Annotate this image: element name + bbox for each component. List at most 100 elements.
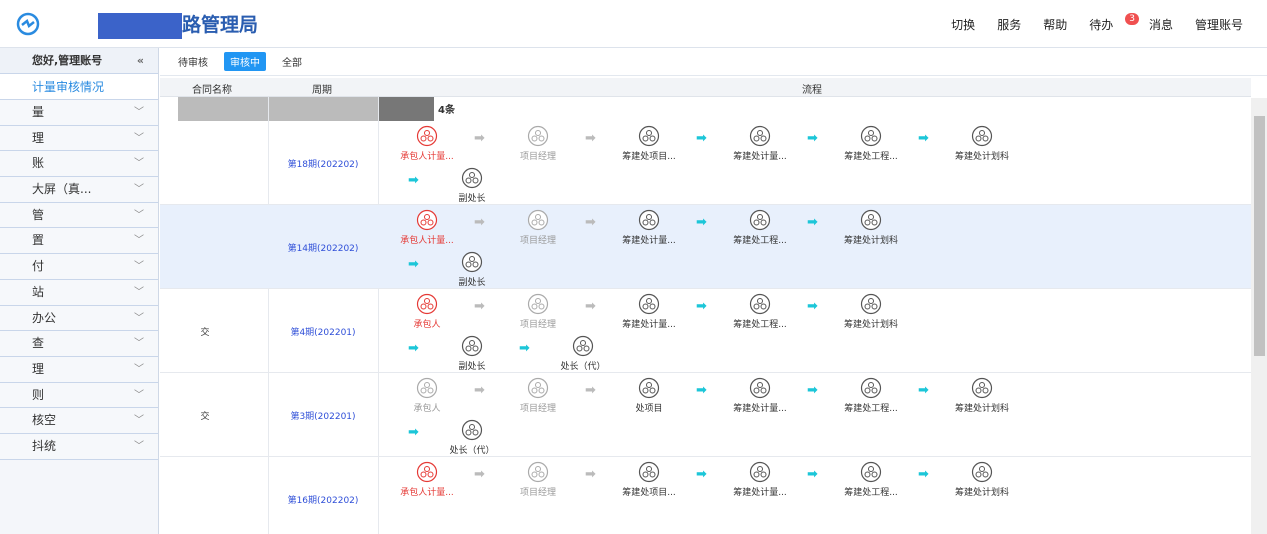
- node-label: 处长（代）: [560, 362, 606, 372]
- flow-node: 筹建处计量...: [607, 209, 691, 246]
- period: 第14期(202202): [287, 244, 359, 254]
- menu-item[interactable]: 查 ﹀: [0, 331, 158, 357]
- menu-item[interactable]: 账 ﹀: [0, 151, 158, 178]
- node-label: 筹建处工程...: [844, 404, 898, 414]
- arrow: ➡: [807, 467, 818, 482]
- node-label: 项目经理: [519, 488, 556, 498]
- node-icon: [461, 167, 483, 189]
- menu-label: 抖统: [32, 438, 57, 453]
- greeting: 您好,管理账号 «: [0, 48, 158, 74]
- node-icon: [416, 209, 438, 231]
- node-icon: [749, 461, 771, 483]
- menu-item[interactable]: 则 ﹀: [0, 382, 158, 409]
- arrow: ➡: [474, 299, 485, 314]
- node-label: 项目经理: [519, 404, 556, 414]
- node-icon: [860, 461, 882, 483]
- nav: 切换 服务 帮助 待办 3 消息 管理账号: [951, 13, 1243, 33]
- nav-item[interactable]: 服务: [997, 18, 1022, 32]
- menu-item[interactable]: 办公 ﹀: [0, 305, 158, 332]
- nav-item[interactable]: 消息: [1148, 18, 1173, 32]
- table-row[interactable]: 第18期(202202) 承包人计量... ➡ 项目经理 ➡ 筹建处项目... ➡ 筹建处计量…: [160, 121, 1251, 205]
- node-icon: [416, 461, 438, 483]
- flow-node: 承包人计量...: [385, 461, 469, 498]
- flow-node: 处项目: [607, 377, 691, 414]
- node-label: 副处长: [458, 362, 486, 372]
- flow-node: 副处长: [430, 167, 514, 204]
- flow-node: 副处长: [430, 251, 514, 288]
- chevron: ﹀: [134, 338, 144, 350]
- node-icon: [527, 209, 549, 231]
- node-icon: [416, 377, 438, 399]
- menu-item[interactable]: 置 ﹀: [0, 228, 158, 255]
- menu-label: 量: [32, 105, 45, 119]
- nav-item[interactable]: 帮助: [1043, 18, 1068, 32]
- node-icon: [572, 335, 594, 357]
- flow-node: 筹建处计量...: [718, 377, 802, 414]
- flow-node: 筹建处工程...: [718, 209, 802, 246]
- arrow: ➡: [696, 131, 707, 146]
- table-row[interactable]: 第16期(202202) 承包人计量... ➡ 项目经理 ➡ 筹建处项目... ➡ 筹建处计量…: [160, 457, 1251, 534]
- node-label: 副处长: [458, 194, 486, 204]
- tab[interactable]: 全部: [282, 58, 302, 69]
- flow-node: 筹建处工程...: [718, 293, 802, 330]
- menu-item[interactable]: 量 ﹀: [0, 100, 158, 126]
- arrow: ➡: [918, 383, 929, 398]
- menu-item[interactable]: 理 ﹀: [0, 125, 158, 152]
- chevron: ﹀: [134, 209, 144, 221]
- flow-node: 筹建处工程...: [829, 377, 913, 414]
- nav-item[interactable]: 管理账号: [1194, 18, 1243, 32]
- menu-label: 账: [32, 156, 45, 171]
- node-icon: [527, 125, 549, 147]
- title-text: 路管理局: [182, 14, 259, 36]
- flow-node: 项目经理: [496, 125, 580, 162]
- nav-item[interactable]: 切换: [951, 18, 976, 32]
- arrow: ➡: [585, 383, 596, 398]
- count: 4条: [438, 105, 455, 116]
- nav-item[interactable]: 待办 3: [1089, 13, 1139, 33]
- node-label: 筹建处项目...: [622, 488, 676, 498]
- flow-node: 承包人计量...: [385, 209, 469, 246]
- menu-item[interactable]: 理 ﹀: [0, 356, 158, 383]
- node-label: 筹建处计划科: [954, 488, 1009, 498]
- flow-node: 筹建处计划科: [829, 293, 913, 330]
- node-label: 副处长: [458, 278, 486, 288]
- chevron: ﹀: [134, 261, 144, 273]
- table-row[interactable]: 交 第4期(202201) 承包人 ➡ 项目经理 ➡ 筹建处计量... ➡ 筹建处工程... ➡ 筹…: [160, 289, 1251, 373]
- menu-item[interactable]: 抖统 ﹀: [0, 433, 158, 460]
- tab[interactable]: 待审核: [178, 58, 208, 69]
- node-icon: [971, 377, 993, 399]
- logo: [16, 12, 40, 36]
- node-icon: [527, 293, 549, 315]
- tab[interactable]: 审核中: [224, 52, 266, 71]
- chevron: ﹀: [134, 312, 144, 324]
- chevron: ﹀: [134, 286, 144, 298]
- scrollbar[interactable]: [1251, 98, 1267, 534]
- arrow: ➡: [918, 131, 929, 146]
- menu-item[interactable]: 站 ﹀: [0, 279, 158, 306]
- menu-item[interactable]: 付 ﹀: [0, 254, 158, 280]
- app-title: 路管理局: [98, 10, 258, 39]
- menu-item[interactable]: 大屏（真... ﹀: [0, 177, 158, 203]
- node-icon: [971, 461, 993, 483]
- node-label: 处项目: [635, 404, 663, 414]
- flow-node: 项目经理: [496, 377, 580, 414]
- redacted: [178, 97, 378, 121]
- menu-item[interactable]: 核空 ﹀: [0, 408, 158, 434]
- menu-item[interactable]: 管 ﹀: [0, 202, 158, 229]
- arrow: ➡: [696, 215, 707, 230]
- col-line: [378, 97, 379, 534]
- chevron: ﹀: [134, 107, 144, 118]
- node-label: 筹建处计量...: [733, 488, 787, 498]
- table-row[interactable]: 交 第3期(202201) 承包人 ➡ 项目经理 ➡ 处项目 ➡ 筹建处计量... ➡ 筹建处工程.…: [160, 373, 1251, 457]
- table-row[interactable]: 第14期(202202) 承包人计量... ➡ 项目经理 ➡ 筹建处计量... ➡ 筹建处工程…: [160, 205, 1251, 289]
- tabs: 待审核 审核中 全部: [160, 48, 1267, 76]
- flow-node: 筹建处计量...: [718, 125, 802, 162]
- greeting-text: 您好,管理账号: [32, 54, 103, 67]
- menu-active[interactable]: 计量审核情况: [0, 74, 158, 100]
- node-icon: [638, 125, 660, 147]
- contract-name: 交: [200, 412, 210, 422]
- arrow: ➡: [519, 341, 530, 356]
- table-body: 4条 第18期(202202) 承包人计量... ➡ 项目经理 ➡ 筹建处项目... ➡ 筹建…: [160, 97, 1251, 534]
- scroll-thumb[interactable]: [1254, 116, 1265, 356]
- arrow: ➡: [585, 299, 596, 314]
